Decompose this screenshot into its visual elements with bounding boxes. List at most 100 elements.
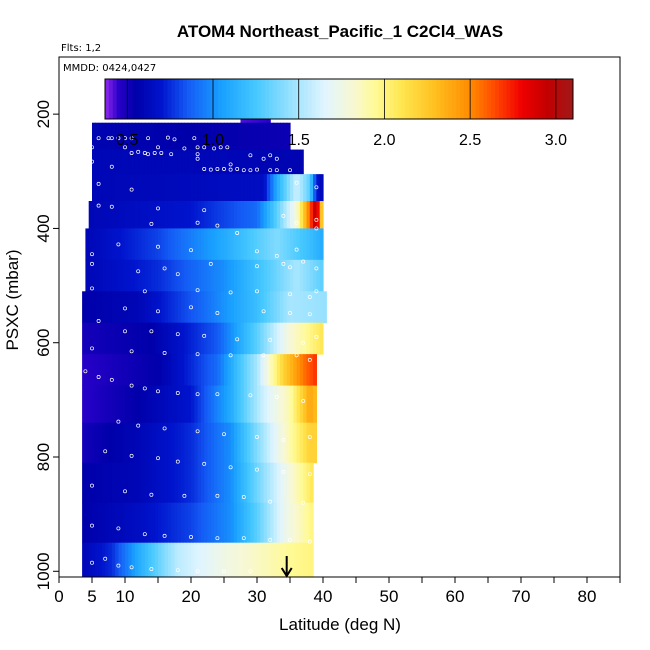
- data-point: [294, 353, 299, 358]
- x-tick-label: 5: [87, 587, 96, 606]
- data-point: [294, 180, 299, 185]
- y-axis: 200 400 600 800 1000: [34, 100, 59, 590]
- data-point: [261, 309, 266, 314]
- data-point: [274, 156, 279, 161]
- data-point: [248, 393, 253, 398]
- data-point: [195, 152, 200, 157]
- data-point: [255, 289, 259, 294]
- data-point: [162, 266, 167, 271]
- y-tick-label: 200: [34, 100, 53, 128]
- data-point: [169, 152, 174, 157]
- data-point: [189, 305, 193, 310]
- data-point: [228, 167, 233, 172]
- data-point: [195, 569, 200, 574]
- x-tick-label: 20: [182, 587, 201, 606]
- data-point: [149, 492, 154, 497]
- data-point: [261, 156, 266, 161]
- data-point: [241, 168, 246, 173]
- y-axis-label: PSXC (mbar): [3, 249, 22, 350]
- plot-frame: [58, 56, 621, 578]
- x-tick-label: 60: [446, 587, 465, 606]
- data-point: [307, 472, 312, 477]
- heatmap-band: [92, 174, 324, 202]
- data-point: [215, 493, 220, 498]
- data-point: [182, 493, 187, 498]
- data-point: [90, 560, 94, 565]
- data-point: [96, 375, 101, 379]
- data-point: [182, 146, 187, 151]
- data-point: [136, 269, 141, 274]
- data-point: [314, 185, 319, 190]
- heatmap-band: [85, 228, 324, 261]
- data-point: [215, 392, 220, 397]
- data-point: [123, 306, 127, 311]
- data-point: [103, 449, 108, 454]
- data-point: [294, 220, 299, 225]
- data-point: [195, 145, 200, 150]
- data-point: [215, 536, 220, 541]
- x-tick-label: 50: [380, 587, 399, 606]
- data-point: [96, 181, 101, 186]
- y-tick-label: 1000: [34, 552, 53, 590]
- data-point: [281, 213, 286, 218]
- x-tick-label: 70: [512, 587, 531, 606]
- data-point: [175, 272, 180, 277]
- data-point: [156, 244, 160, 249]
- marker-head: [280, 567, 293, 578]
- data-point: [228, 465, 233, 470]
- data-point: [222, 167, 226, 171]
- data-point: [149, 329, 154, 334]
- heatmap-band: [82, 322, 324, 355]
- data-point: [116, 563, 121, 568]
- data-point: [129, 383, 134, 388]
- data-point: [301, 500, 306, 505]
- data-point: [281, 437, 286, 442]
- data-point: [202, 461, 207, 466]
- data-point: [202, 167, 207, 171]
- data-point: [142, 151, 147, 155]
- x-axis: 0 5 10 20 30 40 50 60 70 80: [54, 577, 621, 606]
- data-point: [129, 453, 134, 458]
- flights-label: Flts: 1,2: [61, 43, 101, 54]
- data-point: [90, 261, 94, 266]
- dates-label: MMDD: 0424,0427: [63, 63, 156, 74]
- data-point: [189, 535, 193, 539]
- data-point: [195, 392, 200, 397]
- heatmap-band: [92, 149, 304, 175]
- heatmap-band: [82, 542, 314, 577]
- data-point: [202, 145, 207, 150]
- chart-title: ATOM4 Northeast_Pacific_1 C2Cl4_WAS: [177, 22, 503, 41]
- data-point: [248, 168, 253, 173]
- data-point: [162, 533, 167, 538]
- data-point: [274, 395, 279, 399]
- data-point: [281, 261, 286, 266]
- colorbar-gradient: [105, 79, 574, 119]
- data-point: [96, 203, 101, 208]
- data-point: [215, 167, 220, 171]
- data-point: [83, 369, 88, 374]
- data-point: [96, 319, 101, 323]
- colorbar-tick-label: 3.0: [545, 132, 567, 149]
- data-point: [248, 153, 253, 158]
- heatmap-band: [88, 201, 324, 229]
- data-point: [162, 426, 167, 431]
- data-point: [301, 340, 306, 345]
- data-point: [146, 136, 151, 141]
- data-point: [248, 569, 253, 574]
- data-point: [162, 351, 167, 355]
- data-point: [268, 337, 273, 342]
- data-point: [175, 332, 180, 337]
- data-point: [307, 357, 312, 362]
- data-point: [142, 386, 147, 391]
- data-point: [156, 206, 160, 211]
- data-point: [123, 136, 127, 141]
- data-point: [136, 423, 141, 428]
- data-point: [228, 290, 233, 295]
- data-point: [195, 352, 200, 357]
- heatmap-band: [82, 354, 317, 387]
- data-point: [255, 249, 259, 254]
- data-point: [301, 259, 306, 264]
- data-point: [228, 162, 233, 167]
- data-point: [268, 168, 273, 173]
